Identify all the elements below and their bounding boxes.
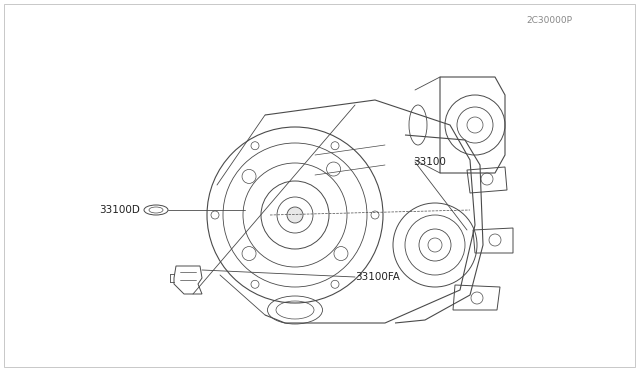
Text: 33100FA: 33100FA — [355, 272, 400, 282]
Text: 33100: 33100 — [413, 157, 445, 167]
Text: 2C30000P: 2C30000P — [527, 16, 573, 25]
Text: 33100D: 33100D — [99, 205, 140, 215]
Circle shape — [287, 207, 303, 223]
